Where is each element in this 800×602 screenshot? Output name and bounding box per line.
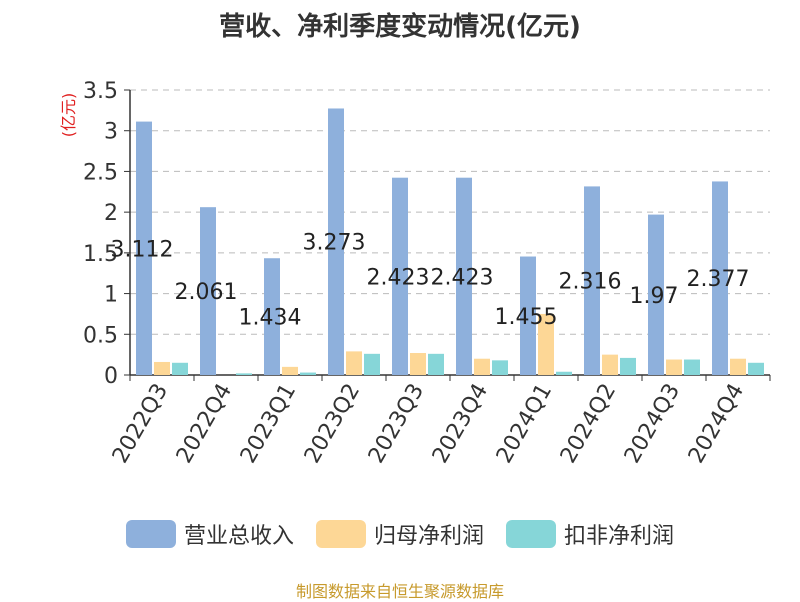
bar-net-profit [410,353,426,375]
bar-revenue [584,186,600,375]
bar-net-profit [346,351,362,375]
chart-title: 营收、净利季度变动情况(亿元) [219,12,581,42]
bar-revenue [264,258,280,375]
bar-revenue [392,177,408,375]
bar-net-profit [666,359,682,375]
bar-revenue [136,121,152,375]
x-tick-label: 2024Q3 [620,380,685,468]
x-tick-label: 2022Q4 [172,380,237,468]
bar-deducted-profit [428,353,444,375]
bar-deducted-profit [364,353,380,375]
legend-item-deducted-profit[interactable]: 扣非净利润 [506,518,674,550]
data-label-revenue: 1.434 [239,306,302,331]
data-label-revenue: 2.061 [175,280,238,305]
data-label-revenue: 2.423 [367,265,430,290]
x-tick-label: 2024Q2 [556,380,621,468]
data-label-revenue: 3.273 [303,231,366,256]
data-label-revenue: 1.455 [495,305,558,330]
legend-label-net-profit: 归母净利润 [373,524,484,549]
bar-revenue [712,181,728,375]
data-label-revenue: 2.377 [687,267,750,292]
bar-net-profit [538,313,554,375]
bar-revenue [456,177,472,375]
y-tick-label: 0.5 [83,323,118,348]
data-label-revenue: 2.316 [559,270,622,295]
legend-item-revenue[interactable]: 营业总收入 [125,518,294,550]
x-tick-label: 2023Q1 [236,380,301,468]
bar-net-profit [474,358,490,375]
x-tick-label: 2022Q3 [108,380,173,468]
bar-net-profit [730,358,746,375]
bar-revenue [648,214,664,375]
y-tick-label: 2 [104,201,118,226]
bar-deducted-profit [684,359,700,375]
legend-swatch-revenue [125,520,176,548]
legend-label-deducted-profit: 扣非净利润 [564,524,675,549]
bar-revenue [328,108,344,375]
data-label-revenue: 1.97 [630,284,679,309]
bar-deducted-profit [620,357,636,375]
bar-deducted-profit [556,371,572,375]
source-note: 制图数据来自恒生聚源数据库 [295,582,504,601]
bar-deducted-profit [236,373,252,375]
y-tick-label: 3.5 [83,79,118,104]
bar-net-profit [154,361,170,375]
data-label-revenue: 2.423 [431,265,494,290]
bar-revenue [200,207,216,375]
bar-deducted-profit [492,360,508,375]
bar-deducted-profit [300,372,316,375]
legend: 营业总收入 归母净利润 扣非净利润 [0,518,800,550]
x-tick-label: 2023Q3 [364,380,429,468]
y-tick-label: 3 [104,120,118,145]
x-tick-label: 2023Q4 [428,380,493,468]
bar-net-profit [602,354,618,375]
bar-deducted-profit [172,362,188,375]
bar-revenue [520,256,536,375]
x-tick-label: 2024Q4 [684,380,749,468]
x-tick-label: 2024Q1 [492,380,557,468]
bar-net-profit [282,366,298,375]
data-label-revenue: 3.112 [111,237,174,262]
legend-swatch-deducted-profit [506,520,556,548]
x-tick-label: 2023Q2 [300,380,365,468]
y-tick-label: 1 [104,283,118,308]
y-tick-label: 1.5 [83,242,118,267]
legend-swatch-net-profit [315,520,366,548]
bar-deducted-profit [748,362,764,375]
y-tick-label: 2.5 [83,160,118,185]
legend-item-net-profit[interactable]: 归母净利润 [315,518,484,550]
y-tick-label: 0 [104,364,118,389]
legend-label-revenue: 营业总收入 [183,524,294,549]
y-axis-label: (亿元) [59,93,78,138]
